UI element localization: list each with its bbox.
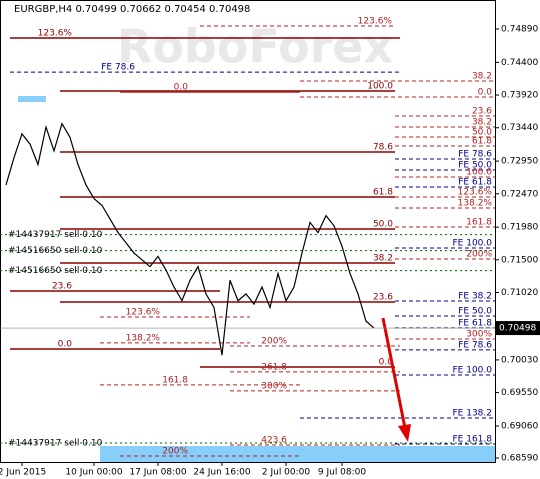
zone-marker xyxy=(18,96,46,102)
level-label: 0.0 xyxy=(379,357,394,367)
level-label: 23.6 xyxy=(472,106,492,116)
plot-frame xyxy=(0,0,496,463)
level-label: FE 38.2 xyxy=(458,291,492,301)
x-tick-label: 17 Jun 08:00 xyxy=(129,468,186,478)
level-label: 50.0 xyxy=(472,127,492,137)
forecast-arrow xyxy=(381,317,407,429)
level-label: FE 61.8 xyxy=(458,318,492,328)
level-label: FE 50.0 xyxy=(458,160,492,170)
chart-title: EURGBP,H4 0.70499 0.70662 0.70454 0.7049… xyxy=(14,4,250,15)
level-label: 38.2 xyxy=(472,117,492,127)
level-label: 100.0 xyxy=(466,167,492,177)
level-label: 61.8 xyxy=(373,187,393,197)
level-label: FE 78.6 xyxy=(458,340,492,350)
level-label: FE 100.0 xyxy=(453,238,493,248)
level-label: FE 61.8 xyxy=(458,177,492,187)
y-tick-label: 0.70030 xyxy=(501,355,538,365)
level-label: 0.0 xyxy=(478,87,493,97)
level-label: 50.0 xyxy=(373,219,393,229)
level-label: 100.0 xyxy=(367,81,393,91)
y-tick-label: 0.74400 xyxy=(501,58,538,68)
level-label: 0.0 xyxy=(58,339,73,349)
level-label: FE 50.0 xyxy=(458,306,492,316)
watermark: RoboForex xyxy=(117,20,393,74)
level-label: 0.0 xyxy=(174,82,189,92)
y-tick-label: 0.71500 xyxy=(501,255,538,265)
target-zone xyxy=(100,446,495,462)
x-tick-label: 9 Jul 08:00 xyxy=(318,468,367,478)
x-tick-label: 2 Jul 00:00 xyxy=(262,468,311,478)
level-label: 61.8 xyxy=(472,136,492,146)
level-label: 261.8 xyxy=(261,362,287,372)
last-price-box xyxy=(496,321,540,336)
y-tick-label: 0.72950 xyxy=(501,157,538,167)
level-label: FE 100.0 xyxy=(453,365,493,375)
order-label: #14437917 sell 0.10 xyxy=(8,230,103,240)
order-label: #14516650 sell 0.10 xyxy=(8,246,103,256)
x-tick-label: 2 Jun 2015 xyxy=(0,468,46,478)
series xyxy=(5,122,375,356)
y-tick-label: 0.71020 xyxy=(501,288,538,298)
level-label: 123.6% xyxy=(458,187,493,197)
level-label: 23.6 xyxy=(52,281,72,291)
level-label: 123.6% xyxy=(38,28,73,38)
level-label: FE 138.2 xyxy=(453,408,493,418)
y-tick-label: 0.69060 xyxy=(501,421,538,431)
y-tick-label: 0.72470 xyxy=(501,189,538,199)
level-label: 300% xyxy=(466,329,492,339)
last-price-label: 0.70498 xyxy=(499,324,536,334)
level-label: 423.6 xyxy=(261,435,287,445)
level-label: 161.8 xyxy=(162,375,188,385)
y-tick-label: 0.69550 xyxy=(501,388,538,398)
order-label: #14437917 sell 0.10 xyxy=(8,439,103,449)
y-tick-label: 0.71980 xyxy=(501,223,538,233)
level-label: 123.6% xyxy=(126,307,161,317)
y-tick-label: 0.73440 xyxy=(501,123,538,133)
level-label: FE 78.6 xyxy=(458,149,492,159)
level-label: 123.6% xyxy=(358,17,393,27)
level-label: 38.2 xyxy=(373,253,393,263)
level-label: FE 161.8 xyxy=(453,434,493,444)
x-tick-label: 10 Jun 00:00 xyxy=(65,468,122,478)
level-label: 138.2% xyxy=(126,333,161,343)
level-label: 38.2 xyxy=(472,71,492,81)
level-label: 200% xyxy=(466,249,492,259)
level-label: 200% xyxy=(261,336,287,346)
level-label: 300% xyxy=(261,381,287,391)
level-label: FE 78.6 xyxy=(101,63,135,73)
arrow-head xyxy=(398,424,411,442)
level-label: 138.2% xyxy=(458,198,493,208)
level-label: 161.8 xyxy=(466,217,492,227)
y-tick-label: 0.68590 xyxy=(501,453,538,463)
x-tick-label: 24 Jun 16:00 xyxy=(193,468,250,478)
y-tick-label: 0.73920 xyxy=(501,91,538,101)
order-label: #14516650 sell 0.10 xyxy=(8,266,103,276)
level-label: 23.6 xyxy=(373,292,393,302)
y-tick-label: 0.74890 xyxy=(501,25,538,35)
level-label: 78.6 xyxy=(373,142,393,152)
level-label: 200% xyxy=(162,446,188,456)
price-line xyxy=(5,122,375,356)
